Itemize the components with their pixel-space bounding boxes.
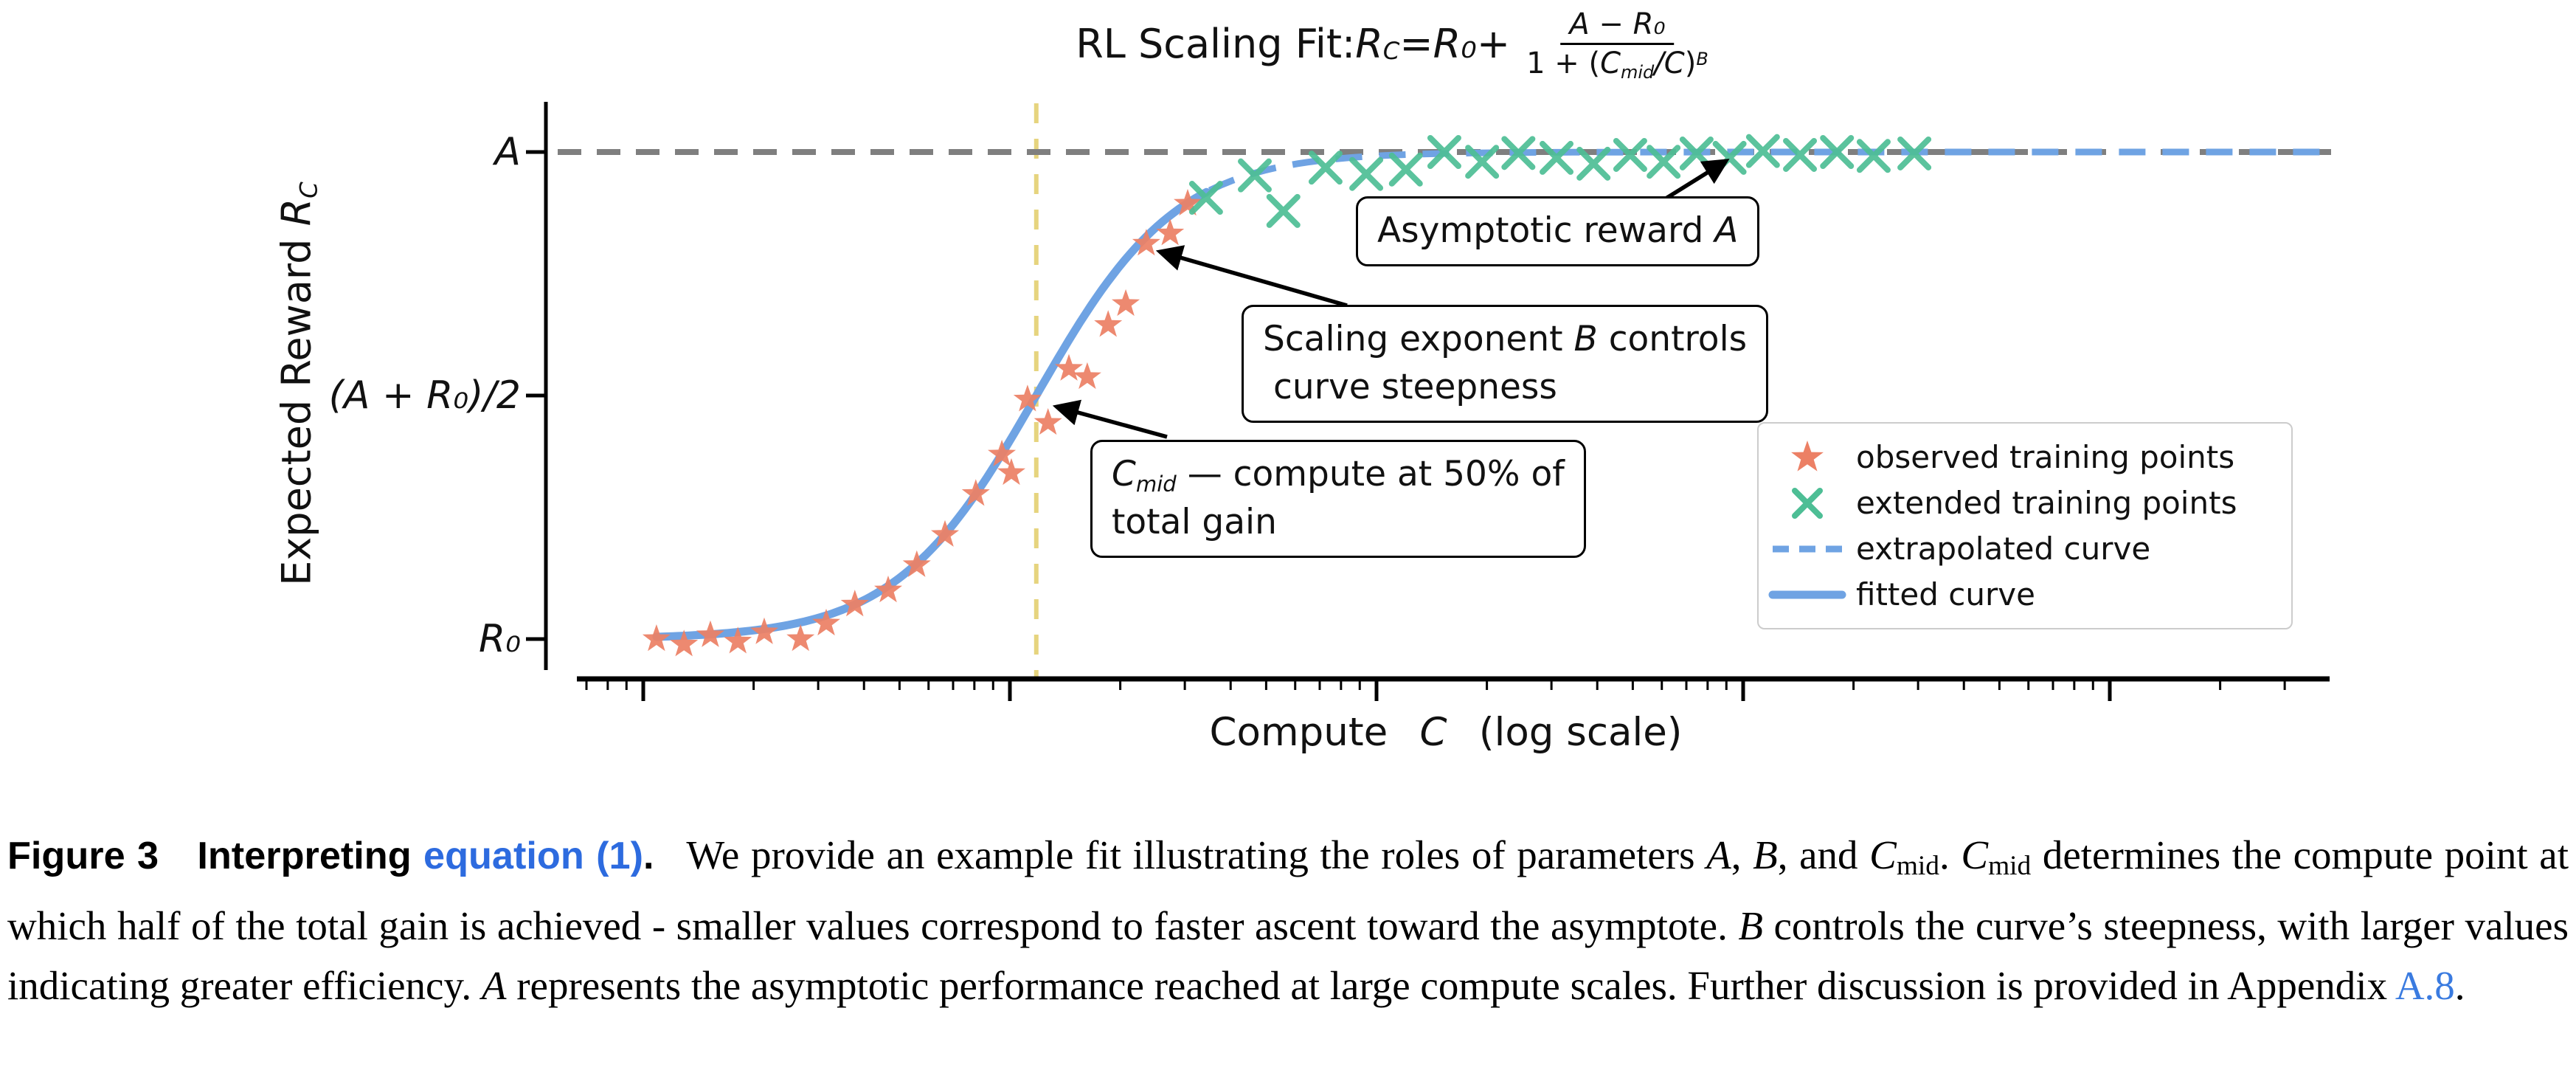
star-marker (840, 590, 869, 617)
star-marker (1112, 289, 1140, 317)
star-marker (1033, 408, 1062, 435)
caption-text: controls the curve’s steepness, with lar… (7, 903, 2569, 1009)
caption-text: mid (1896, 851, 1939, 882)
x-marker (1388, 152, 1423, 187)
caption-text: C (1961, 832, 1989, 877)
x-marker (1613, 137, 1647, 172)
legend-item: extended training points (1759, 480, 2291, 526)
x-marker (1266, 193, 1301, 228)
caption-text: represents the asymptotic performance re… (506, 963, 2395, 1009)
x-marker (1238, 158, 1272, 193)
star-icon (1791, 440, 1824, 472)
x-marker (1783, 137, 1818, 172)
star-marker (1013, 384, 1042, 412)
star-marker (874, 576, 902, 603)
x-icon (1792, 487, 1823, 519)
caption-text: A (481, 963, 507, 1009)
x-marker (1349, 156, 1384, 191)
annotation-arrow (1155, 245, 1348, 308)
x-marker (1745, 134, 1780, 168)
star-marker (1073, 362, 1101, 390)
annotation-line: Scaling exponent B controls (1263, 319, 1748, 359)
caption-text: , (1731, 832, 1753, 877)
x-marker (1501, 136, 1536, 170)
x-marker (1712, 140, 1747, 175)
chart-canvas (526, 102, 2331, 701)
caption-text: . (1939, 832, 1962, 877)
star-marker (1174, 189, 1202, 216)
star-marker (988, 439, 1017, 466)
legend-item: fitted curve (1759, 572, 2291, 618)
fitted-curve (652, 187, 1211, 641)
x-marker (1465, 145, 1500, 179)
caption-link[interactable]: equation (1) (423, 835, 643, 877)
dashed-line-icon (1773, 545, 1842, 552)
title-text: RL Scaling Fit: (1076, 21, 1356, 67)
x-marker (1647, 145, 1681, 179)
caption-text: mid (1988, 851, 2032, 882)
annotation-line: Cmid — compute at 50% of (1112, 454, 1565, 497)
star-marker (696, 620, 724, 647)
x-marker (1897, 136, 1932, 170)
caption-link[interactable]: A.8 (2395, 963, 2455, 1009)
star-marker (724, 627, 752, 654)
y-tick-label-mid: (A + R₀)/2 (328, 373, 521, 418)
fraction-denominator: 1 + (Cmid/C)B (1526, 46, 1708, 83)
caption-text: Figure 3 Interpreting (7, 835, 424, 877)
x-marker (1427, 135, 1461, 169)
star-marker (670, 629, 699, 657)
caption-text: . (2454, 963, 2465, 1009)
caption-text: A (1706, 832, 1731, 877)
annotation-asymptotic-reward: Asymptotic reward A (1356, 196, 1760, 266)
star-marker (961, 479, 990, 506)
star-marker (902, 550, 931, 577)
title-fraction: A − R₀ 1 + (Cmid/C)B (1522, 7, 1713, 83)
legend-item: observed training points (1759, 435, 2291, 480)
star-marker (1132, 229, 1160, 256)
star-glyph (1791, 440, 1824, 472)
star-marker (1094, 310, 1123, 337)
annotation-arrow (1052, 399, 1168, 439)
annotation-line: total gain (1112, 501, 1277, 542)
star-marker (750, 617, 778, 644)
legend-item: extrapolated curve (1759, 526, 2291, 572)
annotation-cmid: Cmid — compute at 50% of total gain (1090, 440, 1586, 558)
star-marker (1156, 218, 1185, 246)
x-marker (1308, 151, 1343, 185)
x-axis-label: Compute C (log scale) (1209, 710, 1683, 755)
annotation-scaling-exponent: Scaling exponent B controls curve steepn… (1242, 305, 1769, 423)
caption-text: . (643, 835, 666, 877)
star-marker (786, 624, 815, 652)
x-glyph (1792, 487, 1823, 519)
star-marker (642, 624, 671, 652)
x-marker (1576, 146, 1611, 181)
caption-text: determines the compute point at which ha… (7, 832, 2569, 949)
caption-text: B (1738, 903, 1763, 949)
figure-caption: Figure 3 Interpreting equation (1). We p… (7, 825, 2569, 1015)
star-marker (1055, 353, 1083, 381)
x-marker (1540, 140, 1574, 175)
caption-text: C (1869, 832, 1897, 877)
fraction-numerator: A − R₀ (1560, 7, 1675, 45)
caption-text: B (1753, 832, 1778, 877)
caption-text: We provide an example fit illustrating t… (665, 832, 1707, 877)
x-marker (1820, 135, 1855, 169)
y-tick-label-R0: R₀ (479, 617, 521, 661)
star-marker (812, 608, 840, 636)
annotation-line: curve steepness (1273, 366, 1557, 407)
caption-text: , and (1777, 832, 1870, 877)
x-marker (1856, 139, 1891, 173)
x-marker (1188, 181, 1223, 215)
solid-line-icon (1768, 590, 1846, 598)
star-marker (931, 520, 960, 547)
y-tick-label-A: A (494, 130, 521, 174)
star-marker (997, 458, 1025, 486)
legend: observed training points extended traini… (1757, 422, 2293, 629)
